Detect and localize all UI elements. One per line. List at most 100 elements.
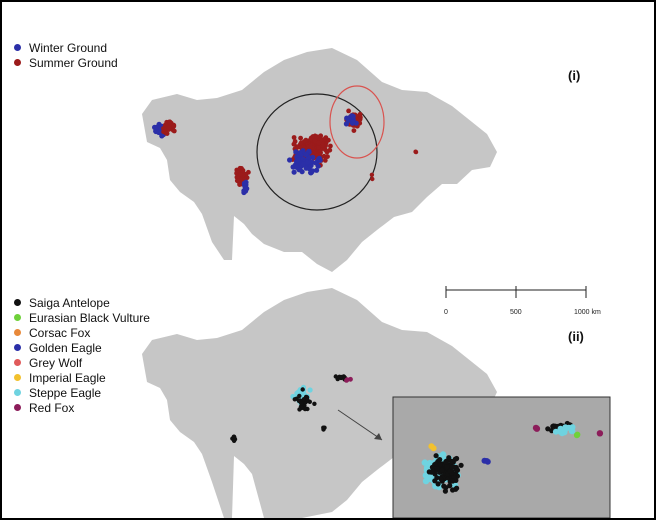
summer-ground-point (308, 137, 314, 142)
saiga-antelope-point (435, 481, 441, 487)
occurrence-points-panel-ii (230, 374, 353, 443)
legend-label: Red Fox (29, 400, 75, 415)
summer-ground-point (413, 149, 419, 155)
winter-ground-point (350, 119, 356, 125)
winter-ground-point (291, 169, 297, 175)
steppe-eagle-point (557, 425, 564, 432)
summer-ground-point (291, 135, 297, 140)
legend-item-golden-eagle: Golden Eagle (14, 340, 150, 355)
saiga-antelope-point (299, 400, 304, 406)
summer-ground-point (316, 144, 321, 150)
winter-ground-point (152, 124, 158, 130)
saiga-antelope-point (305, 397, 310, 403)
saiga-antelope-point (454, 467, 461, 473)
saiga-antelope-point (443, 485, 449, 491)
summer-ground-point (351, 128, 357, 133)
occurrence-points-panel-i (152, 108, 419, 196)
summer-ground-point (370, 176, 375, 182)
summer-ground-point (322, 158, 328, 163)
summer-ground-point (236, 178, 242, 184)
steppe-eagle-marker-icon (14, 389, 21, 396)
saiga-antelope-point (447, 483, 453, 489)
saiga-antelope-marker-icon (14, 299, 21, 306)
steppe-eagle-point (439, 451, 447, 458)
scale-tick-500: 500 (510, 309, 522, 316)
saiga-antelope-point (301, 397, 307, 402)
summer-ground-point (346, 108, 351, 114)
saiga-antelope-point (297, 407, 302, 412)
legend-item-winter-ground: Winter Ground (14, 40, 118, 55)
summer-ground-point (369, 172, 375, 177)
summer-ground-point (326, 137, 331, 143)
golden-eagle-point (484, 458, 491, 465)
saiga-antelope-point (300, 387, 305, 392)
saiga-antelope-point (232, 434, 237, 440)
steppe-eagle-point (425, 460, 432, 467)
summer-ground-point (328, 143, 333, 149)
saiga-antelope-point (429, 464, 435, 470)
winter-ground-point (316, 156, 322, 163)
legend-panel-ii: Saiga Antelope Eurasian Black Vulture Co… (14, 295, 150, 415)
summer-ground-point (312, 138, 318, 144)
summer-ground-point (167, 119, 172, 125)
golden-eagle-marker-icon (14, 344, 21, 351)
legend-item-imperial-eagle: Imperial Eagle (14, 370, 150, 385)
inset-arrow-head (374, 433, 382, 440)
winter-ground-point (244, 186, 250, 192)
summer-ground-marker-icon (14, 59, 21, 66)
winter-ground-point (293, 149, 299, 155)
winter-ground-point (304, 159, 310, 165)
saiga-antelope-point (429, 469, 435, 475)
eurasian-black-vulture-point (573, 432, 580, 439)
legend-panel-i: Winter Ground Summer Ground (14, 40, 118, 70)
summer-ground-point (324, 149, 330, 155)
eurasian-black-vulture-marker-icon (14, 314, 21, 321)
panel-label-i: (i) (568, 68, 581, 83)
saiga-antelope-point (433, 461, 439, 467)
saiga-antelope-point (545, 426, 551, 432)
legend-label: Golden Eagle (29, 340, 102, 355)
legend-label: Grey Wolf (29, 355, 83, 370)
legend-item-steppe-eagle: Steppe Eagle (14, 385, 150, 400)
winter-ground-point (295, 157, 301, 163)
legend-item-summer-ground: Summer Ground (14, 55, 118, 70)
saiga-antelope-point (450, 478, 456, 484)
saiga-antelope-point (433, 453, 439, 459)
saiga-antelope-point (444, 464, 450, 470)
legend-label: Steppe Eagle (29, 385, 102, 400)
legend-label: Summer Ground (29, 55, 118, 70)
winter-ground-point (296, 167, 302, 173)
winter-ground-point (287, 157, 293, 163)
legend-label: Saiga Antelope (29, 295, 110, 310)
winter-ground-point (310, 154, 316, 160)
saiga-antelope-point (302, 406, 308, 412)
saiga-antelope-point (437, 461, 443, 467)
summer-ground-point (307, 143, 313, 149)
saiga-antelope-point (437, 457, 443, 463)
summer-ground-point (237, 182, 243, 188)
saiga-antelope-point (438, 476, 444, 482)
saiga-antelope-point (449, 459, 455, 465)
panel-label-ii: (ii) (568, 329, 584, 344)
legend-item-red-fox: Red Fox (14, 400, 150, 415)
summer-ground-point (171, 122, 177, 128)
legend-item-saiga-antelope: Saiga Antelope (14, 295, 150, 310)
winter-ground-point (346, 116, 352, 122)
legend-label: Winter Ground (29, 40, 108, 55)
scale-bar: 0 500 1000 km (444, 286, 601, 316)
imperial-eagle-point (430, 445, 437, 452)
winter-ground-point (314, 167, 320, 173)
legend-item-corsac-fox: Corsac Fox (14, 325, 150, 340)
grey-wolf-marker-icon (14, 359, 21, 366)
saiga-antelope-point (292, 397, 297, 402)
summer-ground-point (164, 131, 170, 137)
saiga-antelope-point (450, 487, 456, 493)
saiga-antelope-point (434, 475, 440, 481)
saiga-antelope-point (439, 467, 445, 473)
occurrence-points-inset (421, 420, 604, 494)
saiga-antelope-point (335, 376, 340, 382)
summer-ground-point (357, 111, 363, 117)
saiga-antelope-point (449, 464, 455, 470)
saiga-antelope-point (458, 462, 464, 468)
